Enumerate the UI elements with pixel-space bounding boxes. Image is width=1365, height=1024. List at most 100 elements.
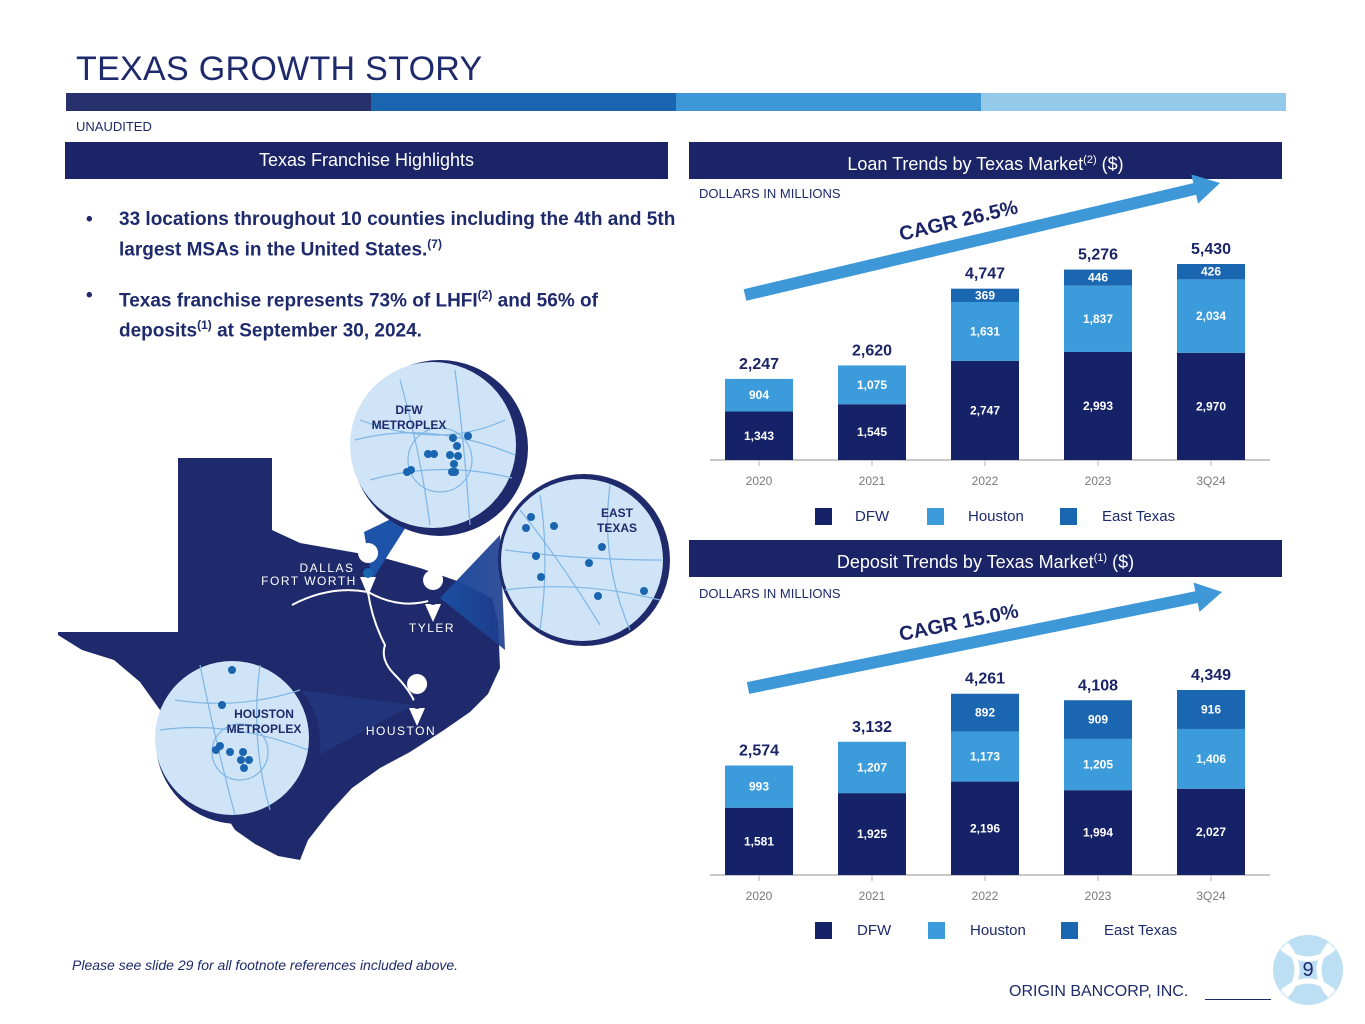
data-label: 904	[749, 388, 769, 402]
bar-segment-houston	[1064, 285, 1132, 352]
bar-segment-dfw	[1064, 790, 1132, 875]
bar-segment-houston	[838, 365, 906, 405]
bar-segment-dfw	[725, 807, 793, 875]
texas-map: DALLAS FORT WORTH TYLER HOUSTON DFW METR…	[58, 360, 670, 860]
franchise-highlights-header: Texas Franchise Highlights	[65, 142, 668, 179]
loan-legend: DFW Houston East Texas	[815, 508, 1215, 528]
bullet-locations: • 33 locations throughout 10 counties in…	[86, 207, 675, 260]
dfw-callout: DFW METROPLEX	[350, 360, 528, 536]
bullet-1-sup: (7)	[427, 237, 442, 251]
title-band-4	[981, 93, 1286, 111]
bar-segment-dfw	[838, 404, 906, 460]
deposit-unit-label: DOLLARS IN MILLIONS	[699, 586, 841, 601]
data-label: 909	[1088, 713, 1108, 727]
houston-callout-line2: METROPLEX	[227, 722, 302, 736]
loan-unit-label: DOLLARS IN MILLIONS	[699, 186, 841, 201]
data-label: 1,075	[857, 378, 887, 392]
legend-label-houston: Houston	[970, 922, 1026, 939]
east-texas-callout: EAST TEXAS	[498, 474, 670, 646]
east-texas-beam	[440, 535, 505, 650]
origin-logo-icon	[1273, 935, 1343, 1005]
bullet-franchise-share: • Texas franchise represents 73% of LHFI…	[86, 283, 666, 342]
bar-segment-east-texas	[951, 693, 1019, 732]
legend-swatch-houston	[927, 508, 944, 525]
bar-total-label: 3,132	[852, 719, 892, 736]
bar-segment-houston	[951, 731, 1019, 782]
footnote: Please see slide 29 for all footnote ref…	[72, 957, 459, 973]
data-label: 1,205	[1083, 758, 1113, 772]
data-label: 2,196	[970, 821, 1000, 835]
legend-label-east-texas: East Texas	[1102, 508, 1176, 525]
x-tick-label: 3Q24	[1196, 889, 1226, 903]
legend-swatch-dfw	[815, 508, 832, 525]
bar-total-label: 4,747	[965, 266, 1005, 283]
tyler-label: TYLER	[409, 621, 455, 635]
bullet-2-text-b: and 56% of deposits	[119, 290, 598, 342]
legend-label-dfw: DFW	[855, 508, 890, 525]
bar-total-label: 2,247	[739, 356, 779, 373]
cagr-arrow	[743, 175, 1220, 301]
bar-segment-houston	[725, 378, 793, 412]
houston-callout-line1: HOUSTON	[234, 707, 294, 721]
x-tick-label: 2022	[972, 889, 999, 903]
x-tick-label: 2021	[859, 889, 886, 903]
data-label: 1,994	[1083, 826, 1113, 840]
bar-segment-east-texas	[1177, 690, 1245, 729]
bar-segment-dfw	[1064, 351, 1132, 460]
bullet-2-sup-b: (1)	[197, 318, 212, 333]
deposit-header-text: Deposit Trends by Texas Market	[836, 552, 1094, 572]
data-label: 2,993	[1083, 399, 1113, 413]
x-tick-label: 2020	[746, 889, 773, 903]
title-band-3	[676, 93, 981, 111]
bar-segment-east-texas	[1064, 700, 1132, 739]
bar-total-label: 2,620	[852, 342, 892, 359]
data-label: 446	[1088, 271, 1108, 285]
company-name: ORIGIN BANCORP, INC.	[1009, 983, 1189, 1000]
bar-segment-houston	[1177, 728, 1245, 789]
bullet-dot: •	[86, 285, 93, 306]
legend-label-houston: Houston	[968, 508, 1024, 525]
texas-shape	[58, 458, 500, 860]
bar-segment-dfw	[725, 411, 793, 460]
data-label: 2,027	[1196, 825, 1226, 839]
x-tick-label: 2022	[972, 474, 999, 488]
loan-trends-header: Loan Trends by Texas Market(2) ($)	[689, 142, 1282, 179]
bar-total-label: 4,108	[1078, 677, 1118, 694]
legend-swatch-houston	[928, 922, 945, 939]
bullet-dot: •	[86, 209, 93, 230]
data-label: 1,207	[857, 760, 887, 774]
bullet-text: Texas franchise represents 73% of LHFI(2…	[119, 283, 679, 344]
data-label: 1,631	[970, 324, 1000, 338]
east-texas-callout-line1: EAST	[601, 506, 634, 520]
bar-segment-dfw	[951, 781, 1019, 875]
x-tick-label: 2021	[859, 474, 886, 488]
dfw-callout-line1: DFW	[395, 403, 423, 417]
tyler-pin	[423, 570, 444, 622]
houston-pin	[407, 674, 428, 726]
data-label: 369	[975, 288, 995, 302]
bar-total-label: 5,430	[1191, 241, 1231, 258]
bullet-1-text: 33 locations throughout 10 counties incl…	[119, 209, 676, 261]
bullet-2-sup-a: (2)	[477, 288, 493, 302]
cagr-arrow	[746, 582, 1222, 694]
company-underline	[1205, 999, 1271, 1000]
x-tick-label: 2020	[746, 474, 773, 488]
bullet-text: 33 locations throughout 10 counties incl…	[119, 207, 679, 262]
data-label: 1,581	[744, 834, 774, 848]
loan-header-text: Loan Trends by Texas Market	[847, 154, 1084, 174]
bar-total-label: 2,574	[739, 743, 779, 760]
data-label: 426	[1201, 265, 1221, 279]
bar-segment-houston	[1177, 279, 1245, 353]
legend-swatch-east-texas	[1060, 508, 1077, 525]
unaudited-label: UNAUDITED	[76, 119, 152, 134]
loan-chart: CAGR 26.5%20201,3439042,24720211,5451,07…	[710, 175, 1270, 488]
deposit-header-sup: (1)	[1093, 552, 1108, 564]
bar-segment-houston	[725, 765, 793, 808]
data-label: 1,406	[1196, 752, 1226, 766]
dallas-label: DALLAS	[299, 561, 354, 575]
data-label: 2,747	[970, 403, 1000, 417]
bar-segment-dfw	[951, 360, 1019, 460]
loan-header-suffix: ($)	[1096, 154, 1124, 174]
data-label: 2,034	[1196, 309, 1226, 323]
x-tick-label: 3Q24	[1196, 474, 1226, 488]
